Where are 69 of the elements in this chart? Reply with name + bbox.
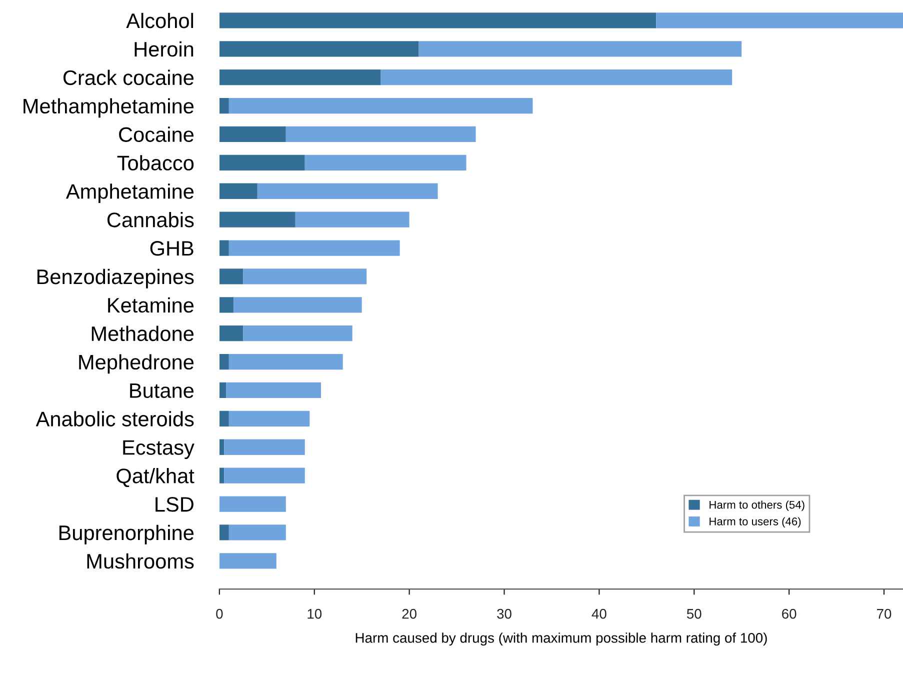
bar — [226, 382, 322, 398]
bar — [219, 70, 381, 86]
bar — [219, 297, 234, 313]
bar — [219, 212, 296, 228]
bar — [219, 183, 258, 199]
bar — [219, 553, 276, 569]
bar — [219, 240, 229, 256]
y-tick-label: Qat/khat — [116, 468, 194, 488]
bar — [224, 439, 305, 455]
bar — [228, 524, 286, 540]
bar — [228, 410, 310, 427]
y-tick-label: Butane — [130, 383, 194, 398]
y-tick-label: Mephedrone — [79, 354, 194, 374]
bar — [219, 98, 229, 114]
y-tick-label: Heroin — [134, 41, 194, 57]
y-tick-label: Alcohol — [126, 12, 194, 28]
x-tick-label: 40 — [592, 608, 606, 619]
bar — [219, 382, 226, 398]
x-tick-label: 50 — [686, 608, 702, 619]
x-tick-label: 20 — [402, 608, 416, 619]
y-tick-label: Crack cocaine — [63, 70, 194, 86]
bar — [219, 439, 224, 455]
bar — [295, 212, 410, 228]
y-tick-label: LSD — [156, 497, 194, 512]
bar — [219, 524, 229, 540]
bar — [234, 297, 362, 313]
x-tick-label: 60 — [782, 608, 796, 619]
y-tick-label: Cocaine — [119, 126, 194, 142]
bar — [219, 154, 305, 170]
bar — [219, 12, 656, 28]
bar — [243, 326, 352, 342]
bar — [418, 41, 742, 57]
bar — [219, 468, 224, 484]
y-tick-label: Cannabis — [107, 212, 194, 228]
y-tick-label: Ecstasy — [123, 440, 194, 459]
bar — [219, 41, 419, 57]
y-tick-label: GHB — [150, 241, 194, 256]
bar — [380, 70, 732, 86]
y-tick-label: Ketamine — [108, 297, 194, 313]
bar — [219, 126, 286, 142]
legend-label: Harm to others (54) — [710, 500, 804, 511]
bar — [228, 354, 343, 370]
bar — [656, 12, 903, 28]
bar — [228, 240, 400, 256]
y-tick-label: Amphetamine — [66, 184, 194, 203]
bar — [286, 126, 476, 142]
y-tick-label: Mushrooms — [87, 553, 194, 569]
y-tick-label: Methadone — [92, 326, 194, 342]
y-tick-label: Anabolic steroids — [36, 411, 194, 426]
bar — [219, 354, 229, 370]
bar — [243, 268, 367, 284]
x-tick-label: 30 — [497, 608, 512, 619]
bar — [219, 268, 244, 284]
x-tick-label: 0 — [216, 608, 223, 619]
x-tick-label: 10 — [308, 608, 322, 619]
y-tick-label: Methamphetamine — [24, 98, 194, 118]
legend-label: Harm to users (46) — [710, 517, 801, 528]
bar — [219, 410, 229, 427]
x-axis-title: Harm caused by drugs (with maximum possible harm rating of 100) — [356, 632, 767, 646]
x-tick-label: 70 — [877, 608, 892, 619]
bar — [304, 154, 466, 170]
y-tick-label: Tobacco — [117, 155, 194, 170]
y-tick-label: Benzodiazepines — [37, 268, 194, 288]
y-tick-label: Buprenorphine — [59, 524, 194, 544]
bar — [219, 496, 286, 512]
bar — [224, 468, 305, 484]
bar — [219, 326, 244, 342]
bar — [228, 98, 533, 114]
bar — [257, 183, 438, 199]
